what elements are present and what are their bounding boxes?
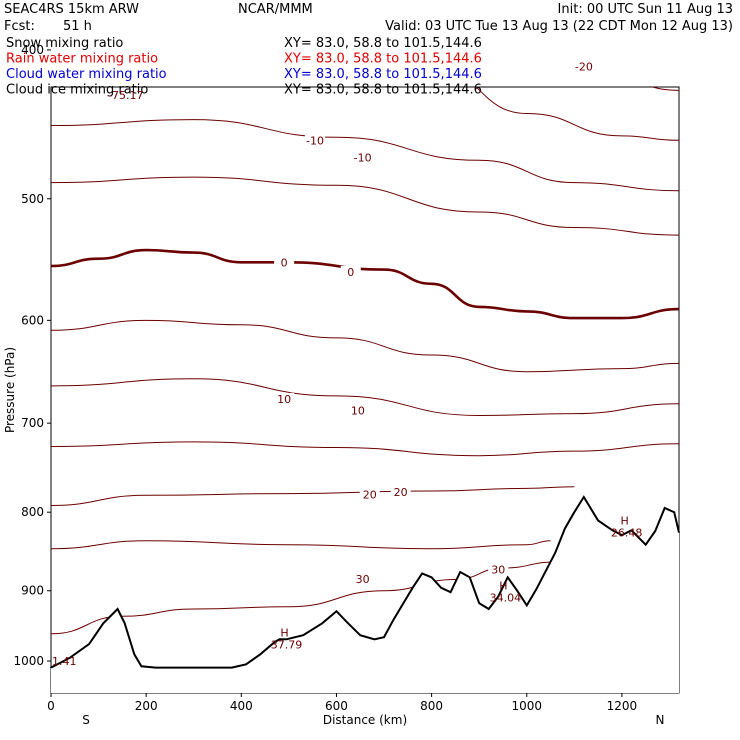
isotherm-5: [51, 119, 679, 192]
contour-label-bg: [347, 404, 368, 417]
high-value: 26.48: [611, 527, 643, 540]
x-tick-label: 200: [135, 699, 158, 713]
isotherm-15: [51, 319, 679, 373]
x-tick-label: 1000: [511, 699, 542, 713]
terrain-fill: [51, 497, 679, 693]
terrain-mask: [50, 495, 680, 693]
org-label: NCAR/MMM: [238, 2, 313, 17]
clipped-contour-label: -75.17: [108, 89, 143, 102]
y-tick-label: 1000: [13, 654, 44, 668]
isotherm-20: [51, 378, 679, 417]
field-xy: XY= 83.0, 58.8 to 101.5,144.6: [284, 67, 482, 82]
high-marker: H: [621, 515, 629, 528]
contour-label: 10: [351, 405, 365, 418]
contour-label-bg: [340, 265, 361, 278]
edge-value-label: 1.41: [52, 655, 77, 668]
high-marker: H: [280, 627, 288, 640]
x-tick-label: 0: [47, 699, 55, 713]
high-value: 34.04: [490, 591, 522, 604]
contour-label: 20: [363, 488, 377, 501]
contour-label-bg: [352, 151, 373, 164]
field-xy: XY= 83.0, 58.8 to 101.5,144.6: [284, 83, 482, 98]
contour-labels: -70-60-50-40-30-20-20-10-100010102020303…: [52, 60, 643, 668]
contour-label: 0: [347, 266, 354, 279]
south-end-label: S: [82, 713, 90, 727]
field-xy: XY= 83.0, 58.8 to 101.5,144.6: [284, 36, 482, 51]
contour-label: 30: [491, 564, 505, 577]
contour-label-bg: [305, 134, 326, 147]
high-value: 37.79: [271, 639, 303, 652]
contour-label-bg: [573, 60, 594, 73]
contour-label-bg: [359, 488, 380, 501]
y-axis-title: Pressure (hPa): [3, 347, 17, 433]
field-legend: Snow mixing ratio XY= 83.0, 58.8 to 101.5…: [6, 36, 482, 98]
y-tick-label: 900: [21, 584, 44, 598]
contour-label-bg: [488, 563, 509, 576]
contour-label: 0: [281, 256, 288, 269]
x-tick-label: 400: [230, 699, 253, 713]
y-tick-label: 800: [21, 505, 44, 519]
contour-label: -10: [354, 152, 372, 165]
isotherm-35: [51, 540, 551, 550]
field-name: Cloud water mixing ratio: [6, 67, 167, 82]
contour-label: -20: [575, 60, 593, 73]
x-tick-label: 800: [420, 699, 443, 713]
north-end-label: N: [656, 713, 665, 727]
contour-label: 30: [356, 573, 370, 586]
isotherm-0: [51, 248, 679, 320]
isotherm-10: [51, 176, 679, 236]
x-axis-title: Distance (km): [323, 713, 407, 727]
contour-label: -10: [306, 134, 324, 147]
axes: 2003004005006007008009001000020040060080…: [13, 43, 638, 713]
contour-label-bg: [390, 485, 411, 498]
high-marker: H: [499, 579, 507, 592]
y-tick-label: 500: [21, 192, 44, 206]
forecast-label: Fcst:: [4, 19, 35, 34]
contour-lines: [51, 87, 679, 635]
field-name: Snow mixing ratio: [6, 36, 123, 51]
valid-time: Valid: 03 UTC Tue 13 Aug 13 (22 CDT Mon …: [385, 19, 733, 34]
x-tick-label: 1200: [607, 699, 638, 713]
field-xy: XY= 83.0, 58.8 to 101.5,144.6: [284, 52, 482, 67]
contour-label: 10: [277, 393, 291, 406]
forecast-hours: 51 h: [63, 19, 92, 34]
field-name: Rain water mixing ratio: [6, 52, 158, 67]
isotherm-25: [51, 441, 679, 457]
isotherm-30: [51, 486, 575, 506]
isotherm--5: [475, 87, 679, 141]
x-tick-label: 600: [325, 699, 348, 713]
terrain-line: [50, 495, 680, 669]
init-time: Init: 00 UTC Sun 11 Aug 13: [558, 2, 733, 17]
y-tick-label: 600: [21, 313, 44, 327]
field-name: Cloud ice mixing ratio: [6, 83, 148, 98]
model-title: SEAC4RS 15km ARW: [4, 2, 139, 17]
contour-label: 20: [394, 486, 408, 499]
contour-label-bg: [274, 392, 295, 405]
isotherm-40: [51, 561, 556, 635]
contour-label-bg: [352, 572, 373, 585]
y-tick-label: 400: [21, 43, 44, 57]
y-tick-label: 700: [21, 416, 44, 430]
contour-label-bg: [274, 256, 295, 269]
